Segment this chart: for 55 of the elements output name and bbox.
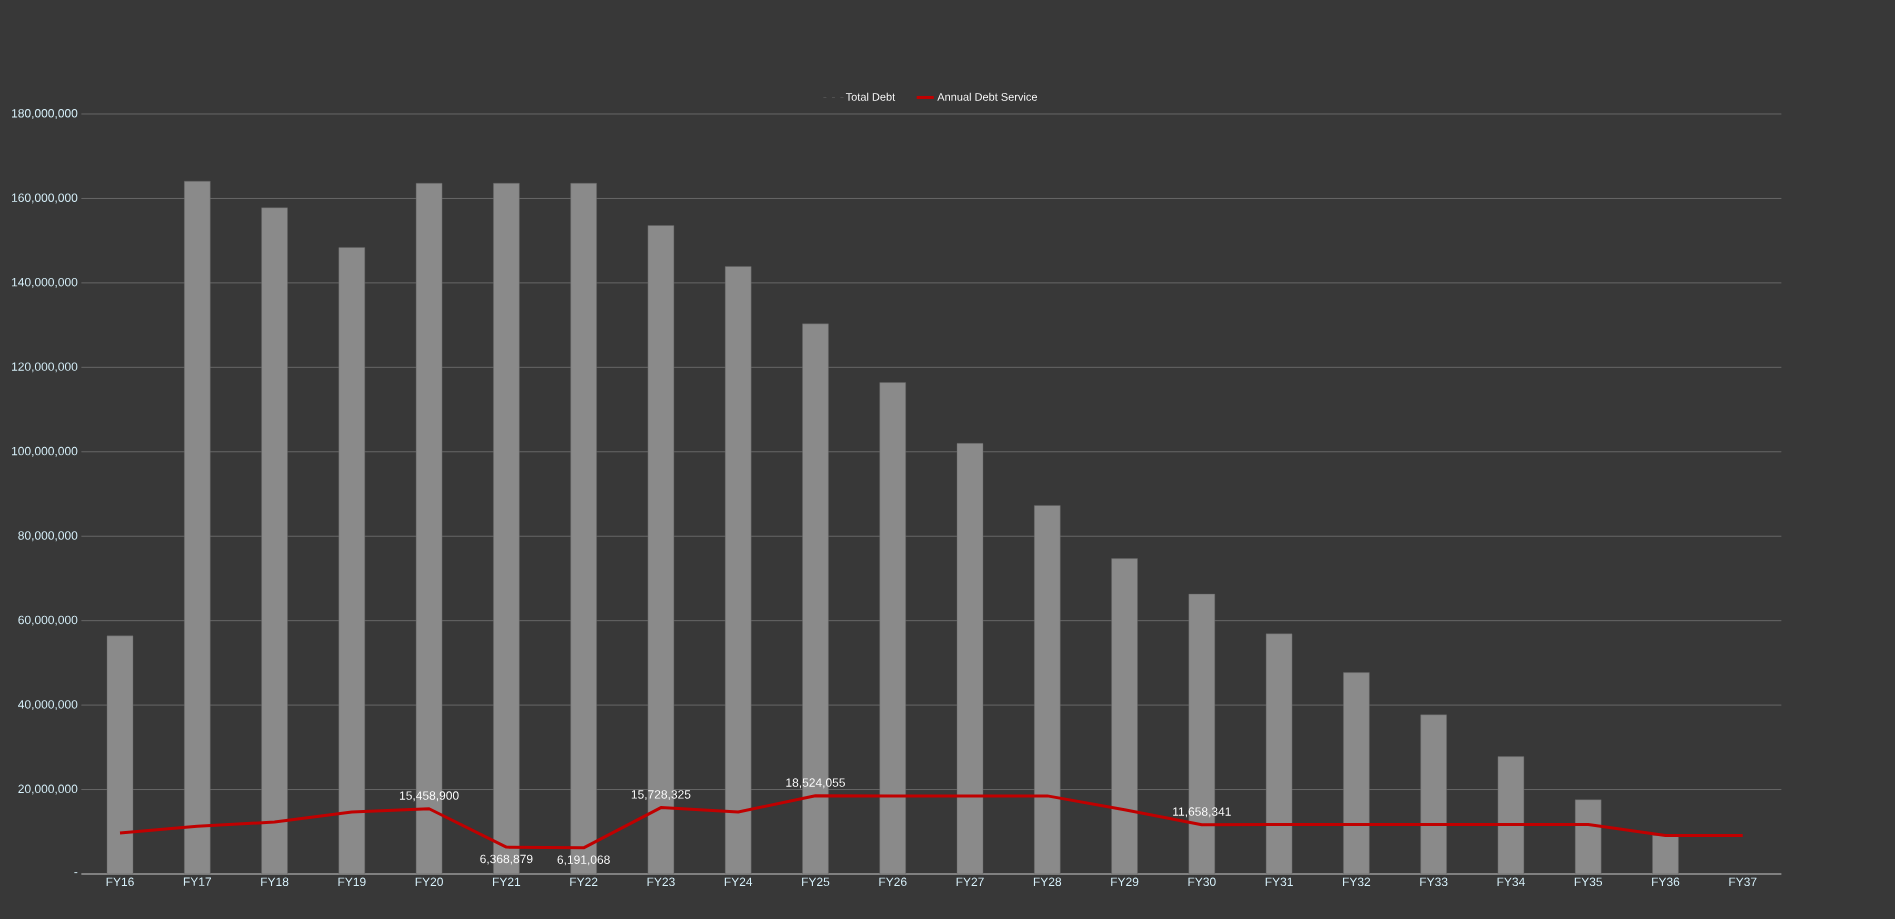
x-tick-label: FY27 [956, 877, 984, 886]
y-tick-label: 180,000,000 [12, 109, 78, 119]
data-label: 15,458,900 [399, 791, 459, 802]
bar [1265, 633, 1293, 875]
bar [1343, 672, 1370, 875]
x-tick-label: FY31 [1265, 877, 1293, 887]
x-tick-label: FY24 [724, 877, 753, 886]
y-tick-label: 140,000,000 [12, 277, 78, 288]
x-tick-label: FY37 [1729, 877, 1757, 887]
bar [1652, 834, 1679, 875]
y-tick-label: 40,000,000 [18, 700, 78, 711]
bar [956, 443, 984, 875]
x-tick-label: FY20 [415, 877, 443, 887]
y-tick-label: 100,000,000 [12, 446, 78, 457]
y-tick-label: 20,000,000 [18, 784, 78, 795]
x-tick-label: FY30 [1188, 877, 1216, 887]
x-tick-label: FY33 [1420, 877, 1448, 887]
data-label: 6,368,879 [480, 854, 533, 865]
y-tick-label: 120,000,000 [12, 362, 78, 373]
x-tick-label: FY32 [1343, 877, 1371, 887]
bar [879, 382, 906, 875]
bar [106, 635, 134, 875]
legend-label: Total Debt [845, 92, 896, 101]
x-tick-label: FY28 [1033, 877, 1062, 887]
y-tick-label: 60,000,000 [18, 615, 78, 626]
x-tick-label: FY16 [106, 877, 134, 887]
x-tick-label: FY19 [338, 877, 366, 887]
x-tick-label: FY18 [261, 877, 289, 887]
data-label: 6,191,068 [557, 855, 610, 866]
bar [1497, 756, 1525, 875]
x-tick-label: FY26 [879, 877, 907, 887]
bar [338, 247, 366, 875]
data-label: 15,728,325 [631, 790, 691, 801]
x-tick-label: FY34 [1497, 877, 1525, 887]
x-tick-label: FY29 [1111, 877, 1139, 887]
legend-label: Annual Debt Service [937, 92, 1038, 101]
x-tick-label: FY22 [570, 877, 598, 886]
x-tick-label: FY36 [1652, 877, 1680, 887]
data-label: 11,658,341 [1173, 807, 1231, 818]
y-tick-label: 160,000,000 [12, 193, 78, 204]
x-tick-label: FY35 [1574, 877, 1603, 887]
bar [184, 180, 211, 875]
y-tick-label: 80,000,000 [18, 531, 78, 542]
bar [1420, 714, 1447, 875]
bar [724, 266, 752, 875]
x-tick-label: FY17 [183, 877, 212, 886]
data-label: 18,524,055 [786, 778, 845, 789]
x-tick-label: FY23 [647, 877, 675, 887]
x-tick-label: FY25 [802, 877, 830, 887]
bar [1574, 799, 1602, 875]
bar [1034, 505, 1061, 875]
y-tick-label: - [74, 872, 78, 874]
bar [261, 207, 288, 875]
bar [1111, 558, 1138, 875]
x-tick-label: FY21 [493, 877, 521, 886]
